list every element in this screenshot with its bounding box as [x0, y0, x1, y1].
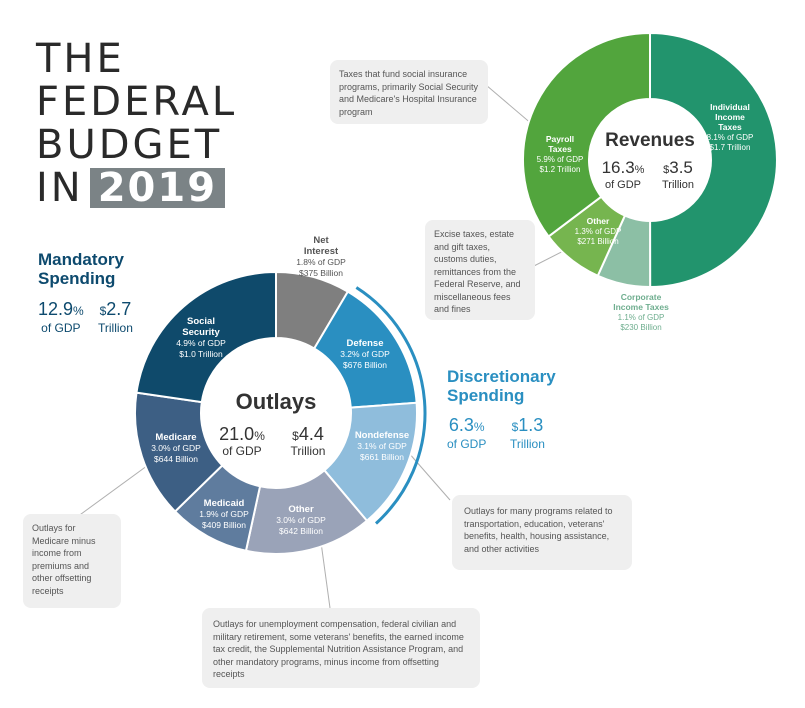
outlays-label-other: Other 3.0% of GDP $642 Billion	[276, 504, 326, 536]
note-other-revenues: Excise taxes, estate and gift taxes, cus…	[425, 220, 535, 320]
outlays-label-medicare: Medicare 3.0% of GDP $644 Billion	[151, 432, 201, 464]
outlays-center-amount-label: Trillion	[291, 444, 326, 458]
discretionary-gdp-stat: 6.3% of GDP	[447, 415, 487, 451]
discretionary-bracket-arc	[355, 286, 427, 525]
note-payroll-taxes: Taxes that fund social insurance program…	[330, 60, 488, 124]
revenues-center-gdp: 16.3%	[602, 158, 645, 177]
revenues-center-gdp-label: of GDP	[605, 179, 641, 191]
outlays-label-nondefense: Nondefense 3.1% of GDP $661 Billion	[355, 430, 409, 462]
revenues-slice-labels: Individual Income Taxes 8.1% of GDP $1.7 Tri…	[537, 102, 754, 332]
outlays-label-defense: Defense 3.2% of GDP $676 Billion	[340, 338, 390, 370]
outlays-center-gdp-label: of GDP	[222, 444, 261, 458]
outlays-label-medicaid: Medicaid 1.9% of GDP $409 Billion	[199, 498, 249, 530]
title-line-4: IN 2019	[36, 167, 237, 210]
outlays-center-amount: $4.4	[292, 424, 324, 444]
revenues-slice-individual-income-taxes	[649, 31, 778, 289]
connector-medicare	[76, 459, 156, 518]
outlays-center-title: Outlays	[236, 389, 317, 414]
revenues-label-corporate-income-taxes: Corporate Income Taxes 1.1% of GDP $230 Bil…	[613, 292, 669, 332]
outlays-label-net-interest: Net Interest 1.8% of GDP $375 Billion	[296, 235, 346, 278]
title-in: IN	[36, 165, 84, 211]
revenues-center-amount-label: Trillion	[662, 179, 694, 191]
outlays-center-gdp: 21.0%	[219, 424, 265, 444]
connector-payroll	[485, 84, 534, 126]
revenues-label-other: Other 1.3% of GDP $271 Billion	[575, 216, 622, 246]
outlays-slice-labels: Net Interest 1.8% of GDP $375 Billion Defens…	[151, 235, 409, 536]
title-line-3: BUDGET	[36, 122, 223, 168]
outlays-donut	[134, 270, 418, 555]
revenues-label-payroll-taxes: Payroll Taxes 5.9% of GDP $1.2 Trillion	[537, 134, 584, 174]
title-year: 2019	[89, 168, 226, 208]
outlays-slice-social-security	[135, 270, 277, 404]
revenues-center-amount: $3.5	[663, 158, 693, 177]
mandatory-gdp-stat: 12.9% of GDP	[38, 299, 84, 335]
revenues-label-individual-income-taxes: Individual Income Taxes 8.1% of GDP $1.7 Tri…	[707, 102, 754, 152]
note-nondefense: Outlays for many programs related to tra…	[452, 495, 632, 570]
revenues-center-title: Revenues	[605, 130, 695, 151]
title-line-1: THE	[36, 36, 125, 82]
note-medicare: Outlays for Medicare minus income from p…	[23, 514, 121, 608]
title-line-2: FEDERAL	[36, 79, 238, 125]
revenues-slice-payroll-taxes	[522, 31, 651, 238]
page-title: THE FEDERAL BUDGET IN 2019	[36, 38, 237, 210]
discretionary-title: Discretionary Spending	[447, 367, 556, 405]
note-other-outlays: Outlays for unemployment compensation, f…	[202, 608, 480, 688]
connector-nondefense	[407, 451, 451, 501]
outlays-label-social-security: Social Security 4.9% of GDP $1.0 Trillion	[176, 316, 226, 359]
discretionary-amount-stat: $1.3 Trillion	[510, 415, 545, 451]
mandatory-title: Mandatory Spending	[38, 250, 124, 288]
revenues-donut	[522, 31, 778, 289]
mandatory-amount-stat: $2.7 Trillion	[98, 299, 133, 335]
